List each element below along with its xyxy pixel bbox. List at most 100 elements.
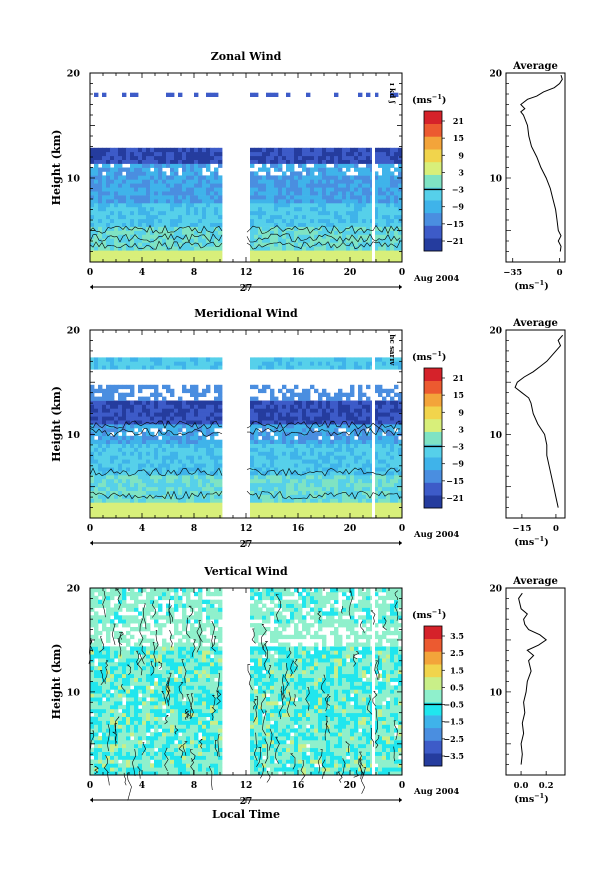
field-cell bbox=[306, 498, 311, 503]
field-cell bbox=[206, 412, 211, 417]
field-cell bbox=[342, 443, 347, 448]
field-cell bbox=[186, 246, 191, 251]
field-cell bbox=[270, 210, 275, 216]
field-cell bbox=[310, 416, 315, 421]
field-cell bbox=[378, 183, 383, 188]
field-cell bbox=[306, 159, 311, 164]
field-cell bbox=[314, 175, 319, 180]
field-cell bbox=[302, 159, 307, 164]
x-tick-label: 12 bbox=[240, 268, 253, 278]
field-cell bbox=[206, 210, 211, 216]
field-cell bbox=[94, 646, 99, 651]
field-cell bbox=[258, 151, 263, 157]
field-cell bbox=[146, 147, 151, 153]
field-cell bbox=[398, 463, 403, 468]
field-cell bbox=[322, 498, 327, 503]
field-cell bbox=[94, 474, 99, 480]
field-cell bbox=[278, 506, 283, 511]
field-cell bbox=[322, 494, 327, 499]
field-cell bbox=[310, 514, 315, 519]
field-cell bbox=[286, 151, 291, 157]
field-cell bbox=[362, 455, 367, 460]
field-cell bbox=[118, 467, 123, 472]
field-cell bbox=[290, 226, 295, 231]
field-cell bbox=[170, 183, 175, 188]
field-cell bbox=[390, 202, 395, 208]
field-cell bbox=[258, 451, 263, 456]
field-cell bbox=[270, 463, 275, 468]
field-cell bbox=[94, 669, 99, 675]
field-cell bbox=[274, 510, 279, 515]
field-cell bbox=[158, 238, 163, 243]
field-cell bbox=[310, 187, 315, 192]
field-cell bbox=[202, 175, 207, 180]
field-cell bbox=[386, 254, 391, 259]
field-cell bbox=[394, 412, 399, 417]
field-cell bbox=[346, 210, 351, 216]
field-cell bbox=[166, 151, 171, 157]
field-cell bbox=[346, 195, 351, 200]
field-cell bbox=[374, 179, 379, 184]
avg-x-axis-label: (ms−1) bbox=[514, 279, 548, 292]
field-cell bbox=[278, 254, 283, 259]
field-cell bbox=[378, 486, 383, 491]
field-cell bbox=[158, 179, 163, 184]
field-cell bbox=[382, 451, 387, 456]
field-cell bbox=[210, 474, 215, 480]
field-cell bbox=[218, 195, 223, 200]
field-cell bbox=[386, 179, 391, 184]
field-cell bbox=[158, 206, 163, 212]
field-cell bbox=[278, 408, 283, 413]
field-cell bbox=[378, 478, 383, 484]
field-cell bbox=[166, 242, 171, 247]
field-cell bbox=[186, 416, 191, 421]
field-cell bbox=[290, 463, 295, 468]
field-cell bbox=[110, 361, 115, 366]
field-cell bbox=[102, 167, 107, 172]
field-cell bbox=[126, 191, 131, 196]
field-cell bbox=[374, 486, 379, 491]
field-cell bbox=[106, 191, 111, 196]
field-cell bbox=[158, 420, 163, 425]
field-cell bbox=[178, 502, 183, 507]
field-cell bbox=[146, 408, 151, 413]
field-cell bbox=[98, 486, 103, 491]
field-cell bbox=[162, 246, 167, 251]
field-cell bbox=[254, 416, 259, 421]
field-cell bbox=[266, 451, 271, 456]
field-cell bbox=[126, 179, 131, 184]
field-cell bbox=[150, 420, 155, 425]
field-cell bbox=[270, 254, 275, 259]
field-cell bbox=[134, 455, 139, 460]
field-cell bbox=[274, 210, 279, 216]
field-cell bbox=[162, 384, 167, 390]
field-cell bbox=[146, 435, 151, 441]
field-cell bbox=[182, 163, 187, 168]
field-cell bbox=[358, 514, 363, 519]
field-cell bbox=[358, 187, 363, 192]
field-cell bbox=[254, 455, 259, 460]
field-cell bbox=[270, 427, 275, 433]
field-cell bbox=[258, 246, 263, 251]
field-cell bbox=[346, 482, 351, 488]
field-cell bbox=[158, 214, 163, 220]
field-cell bbox=[398, 179, 403, 184]
field-cell bbox=[182, 455, 187, 460]
field-cell bbox=[298, 171, 303, 176]
field-cell bbox=[274, 404, 279, 409]
field-cell bbox=[322, 183, 327, 188]
field-cell bbox=[138, 357, 143, 362]
field-cell bbox=[346, 163, 351, 168]
field-cell bbox=[98, 510, 103, 515]
field-cell bbox=[250, 191, 255, 196]
field-cell bbox=[298, 420, 303, 425]
field-cell bbox=[342, 191, 347, 196]
field-cell bbox=[202, 226, 207, 231]
field-cell bbox=[138, 471, 143, 476]
field-cell bbox=[282, 443, 287, 448]
field-cell bbox=[186, 435, 191, 441]
field-cell bbox=[266, 238, 271, 243]
field-cell bbox=[154, 242, 159, 247]
field-cell bbox=[374, 474, 379, 480]
